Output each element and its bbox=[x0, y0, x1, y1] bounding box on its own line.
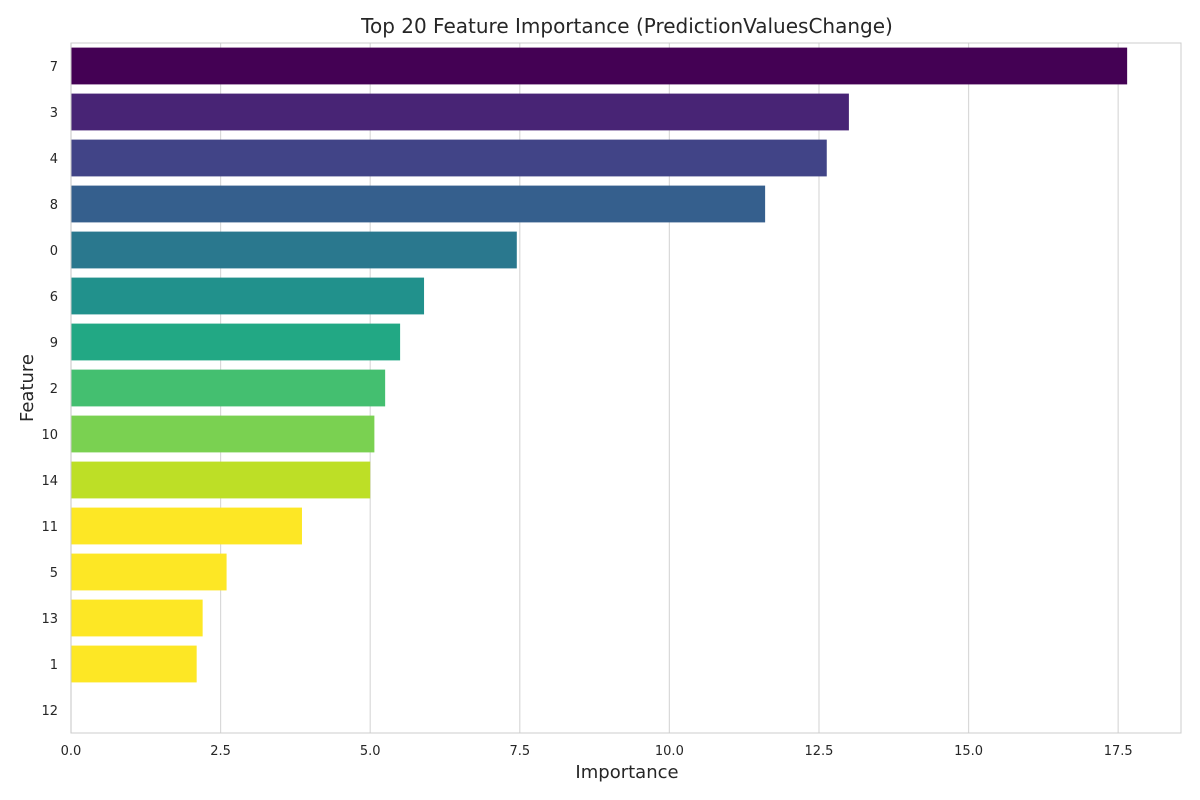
bar bbox=[71, 507, 302, 545]
x-tick-labels: 0.0 2.5 5.0 7.5 10.0 12.5 15.0 17.5 bbox=[61, 744, 1133, 759]
y-tick-label: 0 bbox=[50, 244, 58, 259]
y-tick-label: 12 bbox=[41, 704, 58, 719]
bar bbox=[71, 415, 375, 453]
x-tick-label: 7.5 bbox=[509, 744, 530, 759]
y-tick-label: 13 bbox=[41, 612, 58, 627]
bars bbox=[71, 47, 1128, 683]
bar bbox=[71, 599, 203, 637]
y-tick-label: 11 bbox=[41, 520, 58, 535]
bar bbox=[71, 369, 386, 407]
y-tick-label: 2 bbox=[50, 382, 58, 397]
bar bbox=[71, 47, 1128, 85]
x-tick-label: 15.0 bbox=[954, 744, 983, 759]
bar bbox=[71, 185, 766, 223]
y-tick-label: 6 bbox=[50, 290, 58, 305]
x-tick-label: 17.5 bbox=[1104, 744, 1133, 759]
y-tick-label: 7 bbox=[50, 60, 58, 75]
x-tick-label: 2.5 bbox=[210, 744, 231, 759]
y-tick-label: 9 bbox=[50, 336, 58, 351]
bar bbox=[71, 93, 849, 131]
x-tick-label: 12.5 bbox=[805, 744, 834, 759]
y-axis-label: Feature bbox=[17, 354, 38, 422]
y-tick-label: 1 bbox=[50, 658, 58, 673]
chart-title: Top 20 Feature Importance (PredictionVal… bbox=[360, 14, 893, 38]
y-tick-label: 3 bbox=[50, 106, 58, 121]
y-tick-label: 5 bbox=[50, 566, 58, 581]
y-tick-labels: 7 3 4 8 0 6 9 2 10 14 11 5 13 1 12 bbox=[41, 60, 58, 719]
bar bbox=[71, 461, 371, 499]
y-tick-label: 8 bbox=[50, 198, 58, 213]
y-tick-label: 14 bbox=[41, 474, 58, 489]
bar bbox=[71, 139, 827, 177]
bar bbox=[71, 553, 227, 591]
x-tick-label: 10.0 bbox=[655, 744, 684, 759]
bar bbox=[71, 645, 197, 683]
plot-frame bbox=[70, 42, 1182, 734]
x-tick-label: 0.0 bbox=[61, 744, 82, 759]
x-axis-label: Importance bbox=[575, 762, 678, 783]
y-tick-label: 10 bbox=[41, 428, 58, 443]
x-tick-label: 5.0 bbox=[360, 744, 381, 759]
y-tick-label: 4 bbox=[50, 152, 58, 167]
bar bbox=[71, 277, 425, 315]
bar bbox=[71, 323, 401, 361]
bar bbox=[71, 231, 517, 269]
